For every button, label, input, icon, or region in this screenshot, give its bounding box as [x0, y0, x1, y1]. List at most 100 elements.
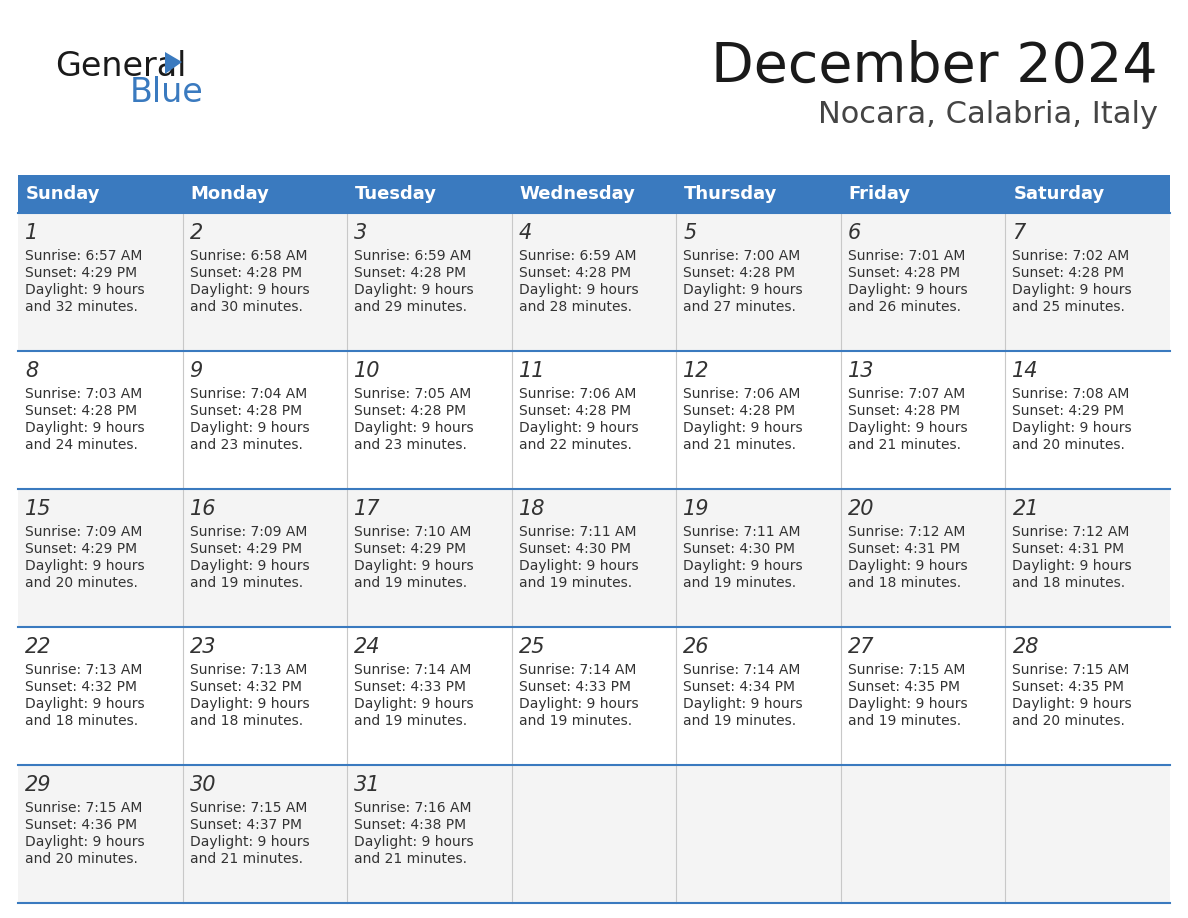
Bar [183, 175, 347, 213]
Text: 2: 2 [190, 223, 203, 243]
Text: and 20 minutes.: and 20 minutes. [25, 852, 138, 866]
Text: Daylight: 9 hours: Daylight: 9 hours [190, 697, 309, 711]
Text: 29: 29 [25, 775, 51, 795]
Text: Sunrise: 7:15 AM: Sunrise: 7:15 AM [1012, 663, 1130, 677]
Text: Sunrise: 7:15 AM: Sunrise: 7:15 AM [190, 801, 307, 815]
Text: and 19 minutes.: and 19 minutes. [683, 714, 796, 728]
Text: 25: 25 [519, 637, 545, 657]
Text: Sunrise: 7:06 AM: Sunrise: 7:06 AM [683, 387, 801, 401]
Bar [18, 765, 1170, 903]
Text: Daylight: 9 hours: Daylight: 9 hours [683, 283, 803, 297]
Text: Sunrise: 7:16 AM: Sunrise: 7:16 AM [354, 801, 472, 815]
Text: Sunset: 4:28 PM: Sunset: 4:28 PM [354, 404, 466, 418]
Text: Sunset: 4:28 PM: Sunset: 4:28 PM [848, 266, 960, 280]
Text: 9: 9 [190, 361, 203, 381]
Text: Daylight: 9 hours: Daylight: 9 hours [519, 421, 638, 435]
Text: 16: 16 [190, 499, 216, 519]
Text: Sunset: 4:30 PM: Sunset: 4:30 PM [519, 542, 631, 556]
Text: Daylight: 9 hours: Daylight: 9 hours [25, 283, 145, 297]
Text: Sunset: 4:32 PM: Sunset: 4:32 PM [190, 680, 302, 694]
Text: Sunrise: 7:11 AM: Sunrise: 7:11 AM [519, 525, 637, 539]
Text: and 18 minutes.: and 18 minutes. [1012, 576, 1125, 590]
Text: 27: 27 [848, 637, 874, 657]
Text: Daylight: 9 hours: Daylight: 9 hours [683, 697, 803, 711]
Text: Daylight: 9 hours: Daylight: 9 hours [354, 283, 474, 297]
Text: Sunset: 4:28 PM: Sunset: 4:28 PM [1012, 266, 1125, 280]
Text: Sunset: 4:28 PM: Sunset: 4:28 PM [190, 404, 302, 418]
Text: 30: 30 [190, 775, 216, 795]
Text: Sunset: 4:28 PM: Sunset: 4:28 PM [683, 266, 796, 280]
Text: and 21 minutes.: and 21 minutes. [190, 852, 303, 866]
Text: and 29 minutes.: and 29 minutes. [354, 300, 467, 314]
Text: Sunrise: 7:12 AM: Sunrise: 7:12 AM [1012, 525, 1130, 539]
Text: Sunrise: 7:08 AM: Sunrise: 7:08 AM [1012, 387, 1130, 401]
Text: Sunset: 4:28 PM: Sunset: 4:28 PM [519, 266, 631, 280]
Text: Daylight: 9 hours: Daylight: 9 hours [190, 835, 309, 849]
Text: Friday: Friday [849, 185, 911, 203]
Text: 31: 31 [354, 775, 380, 795]
Bar [18, 627, 1170, 765]
Text: Sunrise: 7:14 AM: Sunrise: 7:14 AM [683, 663, 801, 677]
Text: Daylight: 9 hours: Daylight: 9 hours [1012, 559, 1132, 573]
Text: Sunset: 4:33 PM: Sunset: 4:33 PM [354, 680, 466, 694]
Text: 8: 8 [25, 361, 38, 381]
Text: 19: 19 [683, 499, 709, 519]
Text: Daylight: 9 hours: Daylight: 9 hours [848, 559, 967, 573]
Text: Sunrise: 7:10 AM: Sunrise: 7:10 AM [354, 525, 472, 539]
Text: 10: 10 [354, 361, 380, 381]
Text: and 22 minutes.: and 22 minutes. [519, 438, 632, 452]
Text: and 19 minutes.: and 19 minutes. [354, 576, 467, 590]
Text: Sunset: 4:32 PM: Sunset: 4:32 PM [25, 680, 137, 694]
Text: Sunday: Sunday [26, 185, 101, 203]
Text: and 26 minutes.: and 26 minutes. [848, 300, 961, 314]
Text: 26: 26 [683, 637, 709, 657]
Text: Daylight: 9 hours: Daylight: 9 hours [354, 697, 474, 711]
Bar [676, 175, 841, 213]
Text: 3: 3 [354, 223, 367, 243]
Text: 28: 28 [1012, 637, 1040, 657]
Text: Sunrise: 7:06 AM: Sunrise: 7:06 AM [519, 387, 636, 401]
Text: Daylight: 9 hours: Daylight: 9 hours [354, 421, 474, 435]
Text: Daylight: 9 hours: Daylight: 9 hours [25, 697, 145, 711]
Text: Daylight: 9 hours: Daylight: 9 hours [848, 283, 967, 297]
Text: 14: 14 [1012, 361, 1040, 381]
Text: Sunrise: 7:14 AM: Sunrise: 7:14 AM [519, 663, 636, 677]
Text: 7: 7 [1012, 223, 1025, 243]
Text: 4: 4 [519, 223, 532, 243]
Text: Daylight: 9 hours: Daylight: 9 hours [25, 559, 145, 573]
Text: Daylight: 9 hours: Daylight: 9 hours [519, 559, 638, 573]
Text: Sunset: 4:28 PM: Sunset: 4:28 PM [683, 404, 796, 418]
Text: Sunset: 4:30 PM: Sunset: 4:30 PM [683, 542, 795, 556]
Text: Sunset: 4:35 PM: Sunset: 4:35 PM [1012, 680, 1124, 694]
Text: and 18 minutes.: and 18 minutes. [848, 576, 961, 590]
Text: Monday: Monday [190, 185, 270, 203]
Text: 20: 20 [848, 499, 874, 519]
Text: and 23 minutes.: and 23 minutes. [354, 438, 467, 452]
Text: Sunset: 4:31 PM: Sunset: 4:31 PM [848, 542, 960, 556]
Text: Sunrise: 7:13 AM: Sunrise: 7:13 AM [25, 663, 143, 677]
Bar [18, 213, 1170, 351]
Text: and 19 minutes.: and 19 minutes. [848, 714, 961, 728]
Text: Sunset: 4:28 PM: Sunset: 4:28 PM [354, 266, 466, 280]
Text: Sunrise: 6:58 AM: Sunrise: 6:58 AM [190, 249, 307, 263]
Text: and 30 minutes.: and 30 minutes. [190, 300, 303, 314]
Text: Daylight: 9 hours: Daylight: 9 hours [25, 421, 145, 435]
Bar [18, 175, 183, 213]
Text: Sunrise: 7:09 AM: Sunrise: 7:09 AM [25, 525, 143, 539]
Text: and 28 minutes.: and 28 minutes. [519, 300, 632, 314]
Text: 5: 5 [683, 223, 696, 243]
Bar [512, 175, 676, 213]
Bar [347, 175, 512, 213]
Text: and 19 minutes.: and 19 minutes. [683, 576, 796, 590]
Text: December 2024: December 2024 [712, 40, 1158, 94]
Bar [18, 489, 1170, 627]
Text: and 21 minutes.: and 21 minutes. [848, 438, 961, 452]
Text: Sunset: 4:29 PM: Sunset: 4:29 PM [354, 542, 466, 556]
Text: 12: 12 [683, 361, 709, 381]
Bar [18, 351, 1170, 489]
Text: Daylight: 9 hours: Daylight: 9 hours [519, 697, 638, 711]
Text: 24: 24 [354, 637, 380, 657]
Text: Daylight: 9 hours: Daylight: 9 hours [190, 421, 309, 435]
Text: Sunset: 4:29 PM: Sunset: 4:29 PM [25, 266, 137, 280]
Text: and 20 minutes.: and 20 minutes. [1012, 714, 1125, 728]
